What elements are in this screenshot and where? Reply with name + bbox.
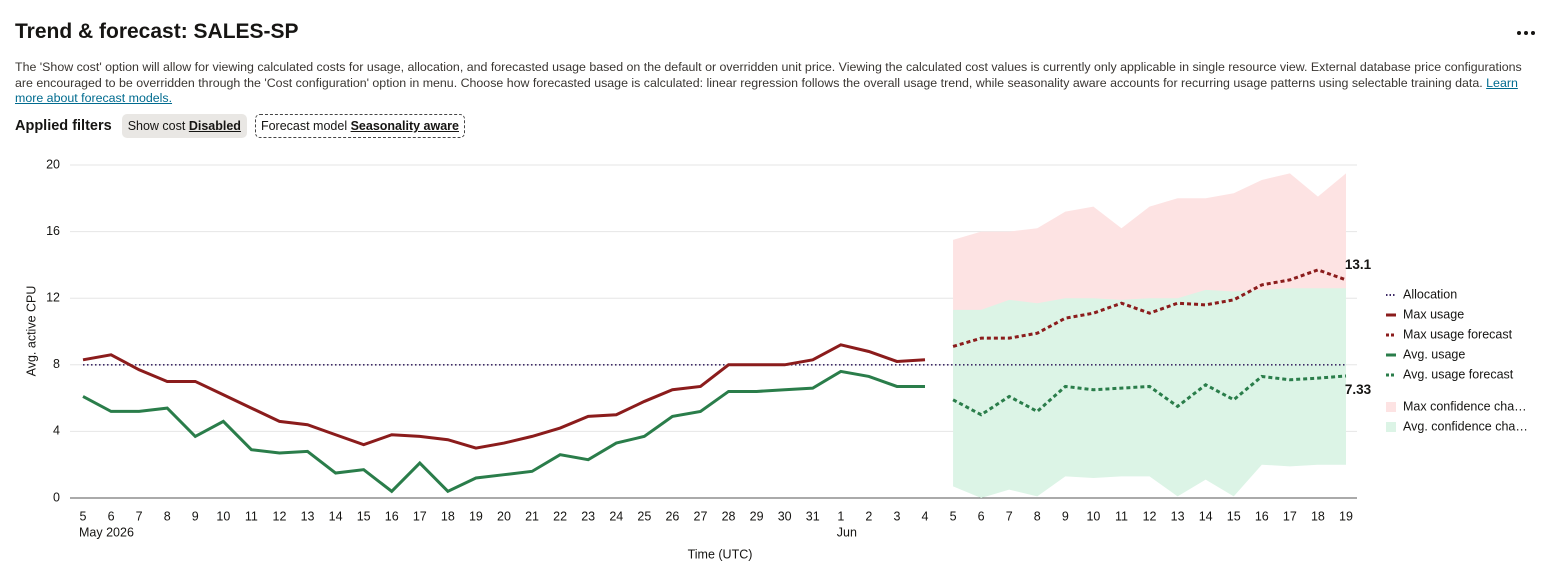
- chip-name: Show cost: [127, 119, 186, 133]
- x-axis-label: Time (UTC): [688, 547, 753, 561]
- y-tick-label: 16: [46, 224, 60, 238]
- legend-label: Max usage: [1403, 307, 1464, 321]
- description: The 'Show cost' option will allow for vi…: [15, 60, 1540, 107]
- x-tick-label: 28: [722, 509, 736, 523]
- learn-more-link[interactable]: Learn more about forecast models.: [15, 75, 1518, 106]
- series-line: [952, 374, 1347, 417]
- x-tick-label: 24: [609, 509, 623, 523]
- title: Trend & forecast: SALES-SP: [15, 20, 299, 43]
- x-tick-label: 5: [950, 509, 957, 523]
- y-tick-label: 8: [53, 357, 60, 371]
- x-tick-label: 30: [778, 509, 792, 523]
- y-tick-label: 12: [46, 290, 60, 304]
- x-tick-label: 18: [1311, 509, 1325, 523]
- x-tick-label: 13: [301, 509, 315, 523]
- filters: Applied filters Show cost Disabled Forec…: [15, 114, 465, 138]
- x-tick-label: 5: [80, 509, 87, 523]
- series-line: [82, 369, 925, 494]
- menu-button[interactable]: [1516, 26, 1536, 40]
- x-tick-label: 17: [1283, 509, 1297, 523]
- chip-value: Seasonality aware: [350, 119, 459, 133]
- x-tick-label: 13: [1171, 509, 1185, 523]
- filter-chip[interactable]: Forecast model Seasonality aware: [254, 114, 465, 138]
- x-tick-label: 29: [750, 509, 764, 523]
- x-tick-label: 8: [164, 509, 171, 523]
- y-axis-label: Avg. active CPU: [24, 286, 38, 377]
- data-label: 13.1: [1345, 257, 1372, 272]
- legend-label: Avg. usage: [1403, 347, 1465, 361]
- x-tick-label: 2: [865, 509, 872, 523]
- data-label: 7.33: [1345, 382, 1372, 397]
- y-tick-label: 20: [46, 157, 60, 171]
- y-tick-label: 4: [53, 424, 60, 438]
- x-tick-label: 19: [1339, 509, 1353, 523]
- chart: Time (UTC) Avg. active CPU 0481216205May…: [24, 157, 1528, 561]
- y-tick-label: 0: [53, 490, 60, 504]
- x-tick-label: 23: [581, 509, 595, 523]
- x-tick-label: 31: [806, 509, 820, 523]
- chip-value: Disabled: [188, 119, 241, 133]
- x-tick-label: 1: [837, 509, 844, 523]
- x-group-label: May 2026: [79, 525, 134, 539]
- x-tick-label: 16: [385, 509, 399, 523]
- series-line: [82, 343, 926, 450]
- x-tick-label: 11: [245, 509, 258, 523]
- x-tick-label: 25: [637, 509, 651, 523]
- x-tick-label: 16: [1255, 509, 1269, 523]
- x-tick-label: 10: [1086, 509, 1100, 523]
- legend-label: Max usage forecast: [1403, 327, 1513, 341]
- description-text: The 'Show cost' option will allow for vi…: [15, 60, 1522, 90]
- legend-label: Avg. confidence cha…: [1403, 419, 1528, 433]
- x-tick-label: 14: [329, 509, 343, 523]
- x-tick-label: 9: [192, 509, 199, 523]
- x-tick-label: 7: [136, 509, 143, 523]
- legend-label: Max confidence cha…: [1403, 399, 1527, 413]
- chip-name: Forecast model: [260, 119, 348, 133]
- legend-label: Avg. usage forecast: [1403, 367, 1514, 381]
- x-tick-label: 6: [978, 509, 985, 523]
- legend-swatch: [1386, 422, 1396, 432]
- x-tick-label: 11: [1115, 509, 1128, 523]
- x-tick-label: 6: [108, 509, 115, 523]
- x-tick-label: 22: [553, 509, 567, 523]
- x-tick-label: 15: [357, 509, 371, 523]
- confidence-band: [953, 288, 1346, 498]
- legend-swatch: [1386, 402, 1396, 412]
- x-tick-label: 10: [216, 509, 230, 523]
- x-tick-label: 14: [1199, 509, 1213, 523]
- x-tick-label: 20: [497, 509, 511, 523]
- series-line: [952, 268, 1347, 348]
- x-tick-label: 27: [694, 509, 708, 523]
- x-tick-label: 19: [469, 509, 483, 523]
- x-tick-label: 9: [1062, 509, 1069, 523]
- x-tick-label: 7: [1006, 509, 1013, 523]
- x-tick-label: 4: [922, 509, 929, 523]
- x-tick-label: 21: [525, 509, 539, 523]
- filter-chip[interactable]: Show cost Disabled: [121, 114, 247, 138]
- legend-label: Allocation: [1403, 287, 1457, 301]
- x-tick-label: 12: [1143, 509, 1157, 523]
- x-tick-label: 15: [1227, 509, 1241, 523]
- x-tick-label: 8: [1034, 509, 1041, 523]
- x-tick-label: 18: [441, 509, 455, 523]
- x-tick-label: 3: [893, 509, 900, 523]
- x-group-label: Jun: [837, 525, 857, 539]
- x-tick-label: 26: [665, 509, 679, 523]
- x-tick-label: 12: [273, 509, 287, 523]
- x-tick-label: 17: [413, 509, 427, 523]
- filters-label: Applied filters: [15, 118, 112, 134]
